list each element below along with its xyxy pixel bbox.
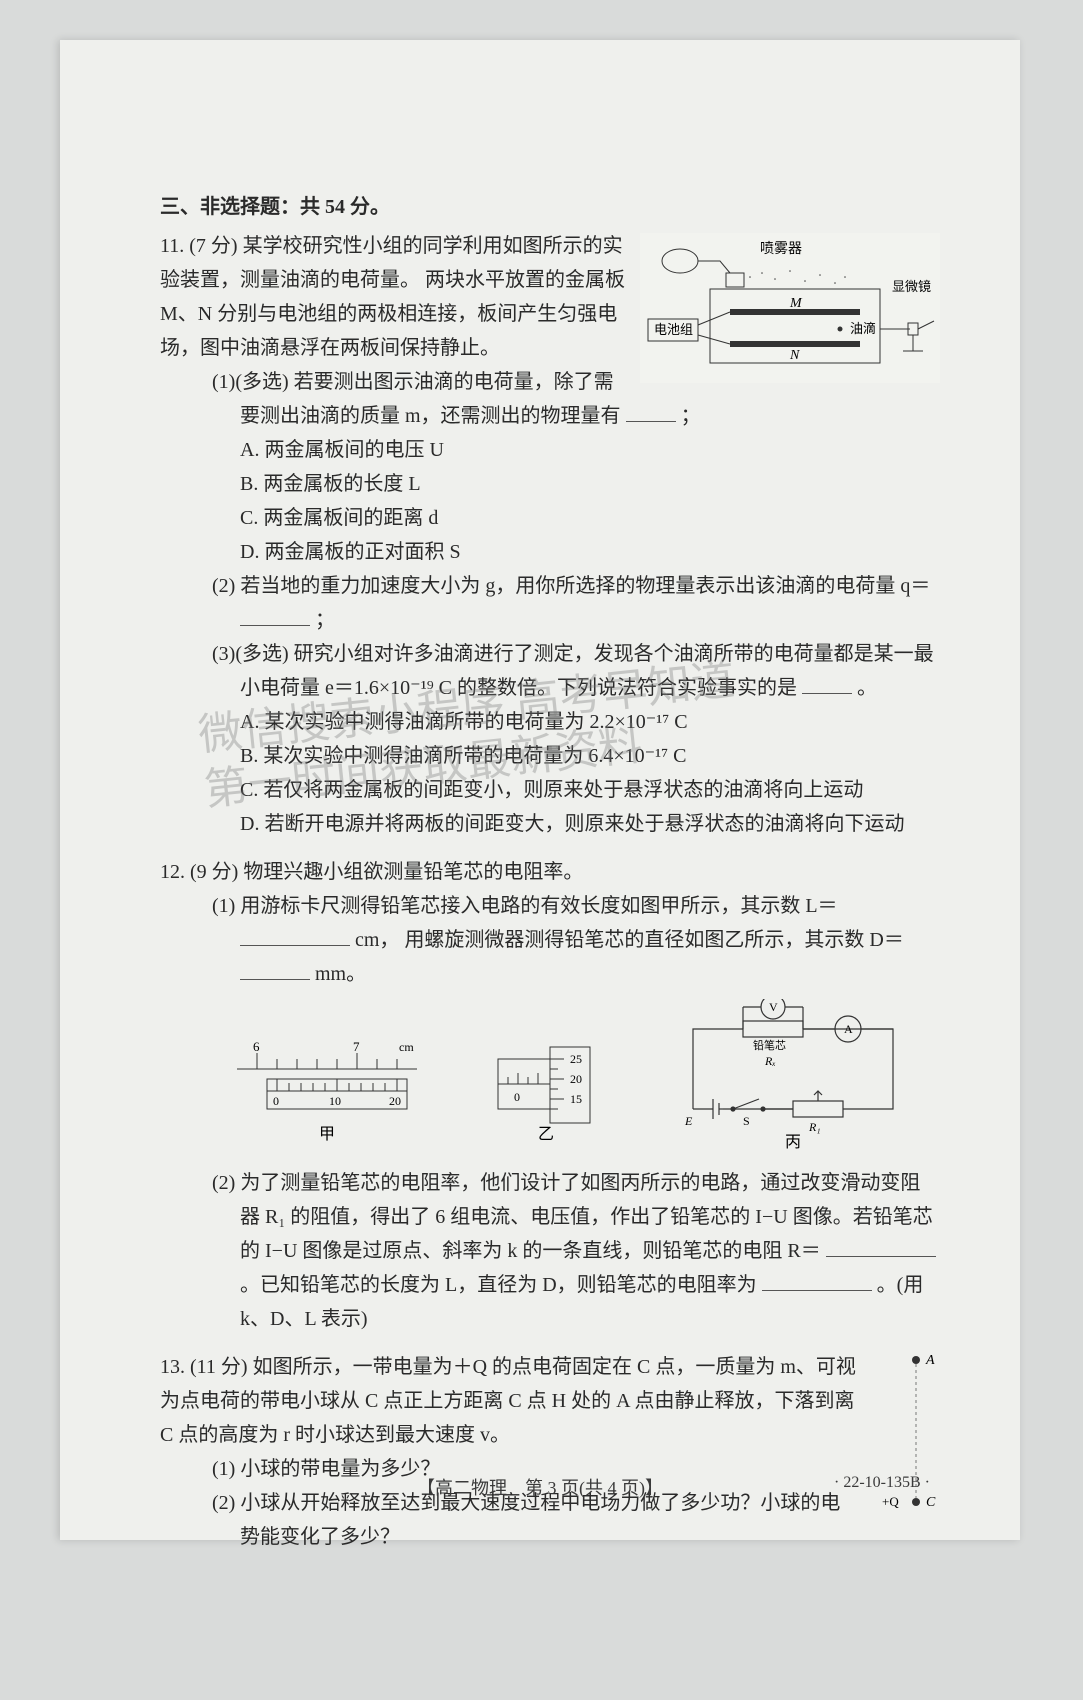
q12-bing-label: 丙 [785,1134,801,1149]
q12-fig-jia: 6 7 cm 0 10 20 [227,1039,427,1160]
svg-text:0: 0 [273,1094,279,1108]
q12-p2-label: (2) [212,1172,235,1194]
q12-jia-label: 甲 [319,1126,335,1143]
q11-p2-blank [240,606,310,626]
svg-text:cm: cm [399,1040,414,1054]
q11-p3-blank [802,674,852,694]
q11-opt3-B: B. 某次实验中测得油滴所带的电荷量为 6.4×10⁻¹⁷ C [240,739,940,773]
q13-score: (11 分) [190,1356,248,1378]
q12-fig-bing: V A 铅笔芯 Rₓ R₁ E S 丙 [673,999,913,1160]
svg-text:E: E [684,1114,693,1128]
q12-p2b: 。已知铅笔芯的长度为 L，直径为 D，则铅笔芯的电阻率为 [240,1274,757,1296]
q11-p1-label: (1)(多选) [212,371,289,393]
svg-text:V: V [769,1000,778,1014]
q12-unit-b: mm。 [315,963,366,985]
q11-opt-B: B. 两金属板的长度 L [240,467,940,501]
svg-text:6: 6 [253,1039,260,1054]
q11-p1-text: 若要测出图示油滴的电荷量，除了需要测出油滴的质量 m，还需测出的物理量有 [240,371,621,427]
svg-text:Rₓ: Rₓ [764,1054,776,1068]
q12-blank-L [240,926,350,946]
q12-unit-a: cm， [355,929,399,951]
q11-apparatus-figure: 喷雾器 M N 油滴 电池组 [640,233,940,394]
q11-p1-tail: ； [681,405,701,427]
q12-score: (9 分) [190,861,238,883]
q12-yi-label: 乙 [538,1126,554,1143]
q11-part3: (3)(多选) 研究小组对许多油滴进行了测定，发现各个油滴所带的电荷量都是某一最… [212,637,940,705]
q11-number: 11. [160,235,184,257]
q13-stem-text: 如图所示，一带电量为＋Q 的点电荷固定在 C 点，一质量为 m、可视为点电荷的带… [160,1356,856,1446]
q11-opt3-D: D. 若断开电源并将两板的间距变大，则原来处于悬浮状态的油滴将向下运动 [240,807,940,841]
svg-text:R₁: R₁ [808,1120,821,1134]
q11-opt3-C: C. 若仅将两金属板的间距变小，则原来处于悬浮状态的油滴将向上运动 [240,773,940,807]
svg-text:S: S [743,1114,750,1128]
q11-part2: (2) 若当地的重力加速度大小为 g，用你所选择的物理量表示出该油滴的电荷量 q… [212,569,940,637]
svg-text:铅笔芯: 铅笔芯 [753,1038,786,1052]
q12-fig-yi: 0 25 20 15 乙 [480,1039,620,1160]
q11-oil-drop-label: 油滴 [850,321,876,336]
q12-stem: 12. (9 分) 物理兴趣小组欲测量铅笔芯的电阻率。 [160,855,940,889]
q11-p3-label: (3)(多选) [212,643,289,665]
question-13: A +Q C 13. (11 分) 如图所示，一带电量为＋Q 的点电荷固定在 C… [160,1350,940,1554]
svg-text:20: 20 [570,1072,582,1086]
q11-microscope-label: 显微镜 [892,279,931,294]
q11-opt-C: C. 两金属板间的距离 d [240,501,940,535]
svg-text:A: A [844,1022,853,1036]
q11-opt-D: D. 两金属板的正对面积 S [240,535,940,569]
q12-p1b: 用螺旋测微器测得铅笔芯的直径如图乙所示，其示数 D＝ [404,929,903,951]
q13-stem: 13. (11 分) 如图所示，一带电量为＋Q 的点电荷固定在 C 点，一质量为… [160,1350,940,1452]
q11-p3-tail: 。 [857,677,877,699]
question-11: 喷雾器 M N 油滴 电池组 [160,229,940,841]
svg-text:20: 20 [389,1094,401,1108]
svg-text:15: 15 [570,1092,582,1106]
q12-number: 12. [160,861,185,883]
q12-figures: 6 7 cm 0 10 20 [200,999,940,1160]
q11-M-label: M [789,296,803,311]
q12-part1: (1) 用游标卡尺测得铅笔芯接入电路的有效长度如图甲所示，其示数 L＝ cm， … [212,889,940,991]
footer-center: 【高二物理 第 3 页(共 4 页)】 [417,1478,663,1498]
q13-number: 13. [160,1356,185,1378]
q11-p2-tail: ； [315,609,335,631]
q11-score: (7 分) [189,235,237,257]
q12-stem-text: 物理兴趣小组欲测量铅笔芯的电阻率。 [243,861,583,883]
q11-p2-label: (2) [212,575,235,597]
svg-text:A: A [925,1353,935,1368]
exam-page: 三、非选择题：共 54 分。 喷雾器 [60,40,1020,1540]
q11-p2-text: 若当地的重力加速度大小为 g，用你所选择的物理量表示出该油滴的电荷量 q＝ [240,575,930,597]
q11-p1-blank [626,402,676,422]
svg-text:7: 7 [353,1039,360,1054]
q13-p2-text: 小球从开始释放至达到最大速度过程中电场力做了多少功？小球的电势能变化了多少？ [240,1492,840,1548]
q12-blank-D [240,960,310,980]
q12-blank-rho [762,1271,872,1291]
q11-opt3-A: A. 某次实验中测得油滴所带的电荷量为 2.2×10⁻¹⁷ C [240,705,940,739]
q11-battery-label: 电池组 [654,322,693,337]
svg-text:10: 10 [329,1094,341,1108]
question-12: 12. (9 分) 物理兴趣小组欲测量铅笔芯的电阻率。 (1) 用游标卡尺测得铅… [160,855,940,1336]
q12-part2: (2) 为了测量铅笔芯的电阻率，他们设计了如图丙所示的电路，通过改变滑动变阻器 … [212,1166,940,1336]
q11-sprayer-label: 喷雾器 [760,241,802,257]
q12-p1a: 用游标卡尺测得铅笔芯接入电路的有效长度如图甲所示，其示数 L＝ [240,895,837,917]
svg-text:25: 25 [570,1052,582,1066]
footer-code: · 22-10-135B · [834,1474,930,1492]
svg-text:0: 0 [514,1090,520,1104]
section-header: 三、非选择题：共 54 分。 [160,190,940,219]
q11-N-label: N [789,348,800,363]
q13-figure: A +Q C [870,1350,940,1531]
q11-opt-A: A. 两金属板间的电压 U [240,433,940,467]
page-footer: 【高二物理 第 3 页(共 4 页)】 · 22-10-135B · [60,1474,1020,1500]
q12-blank-R [826,1237,936,1257]
q12-p1-label: (1) [212,895,235,917]
